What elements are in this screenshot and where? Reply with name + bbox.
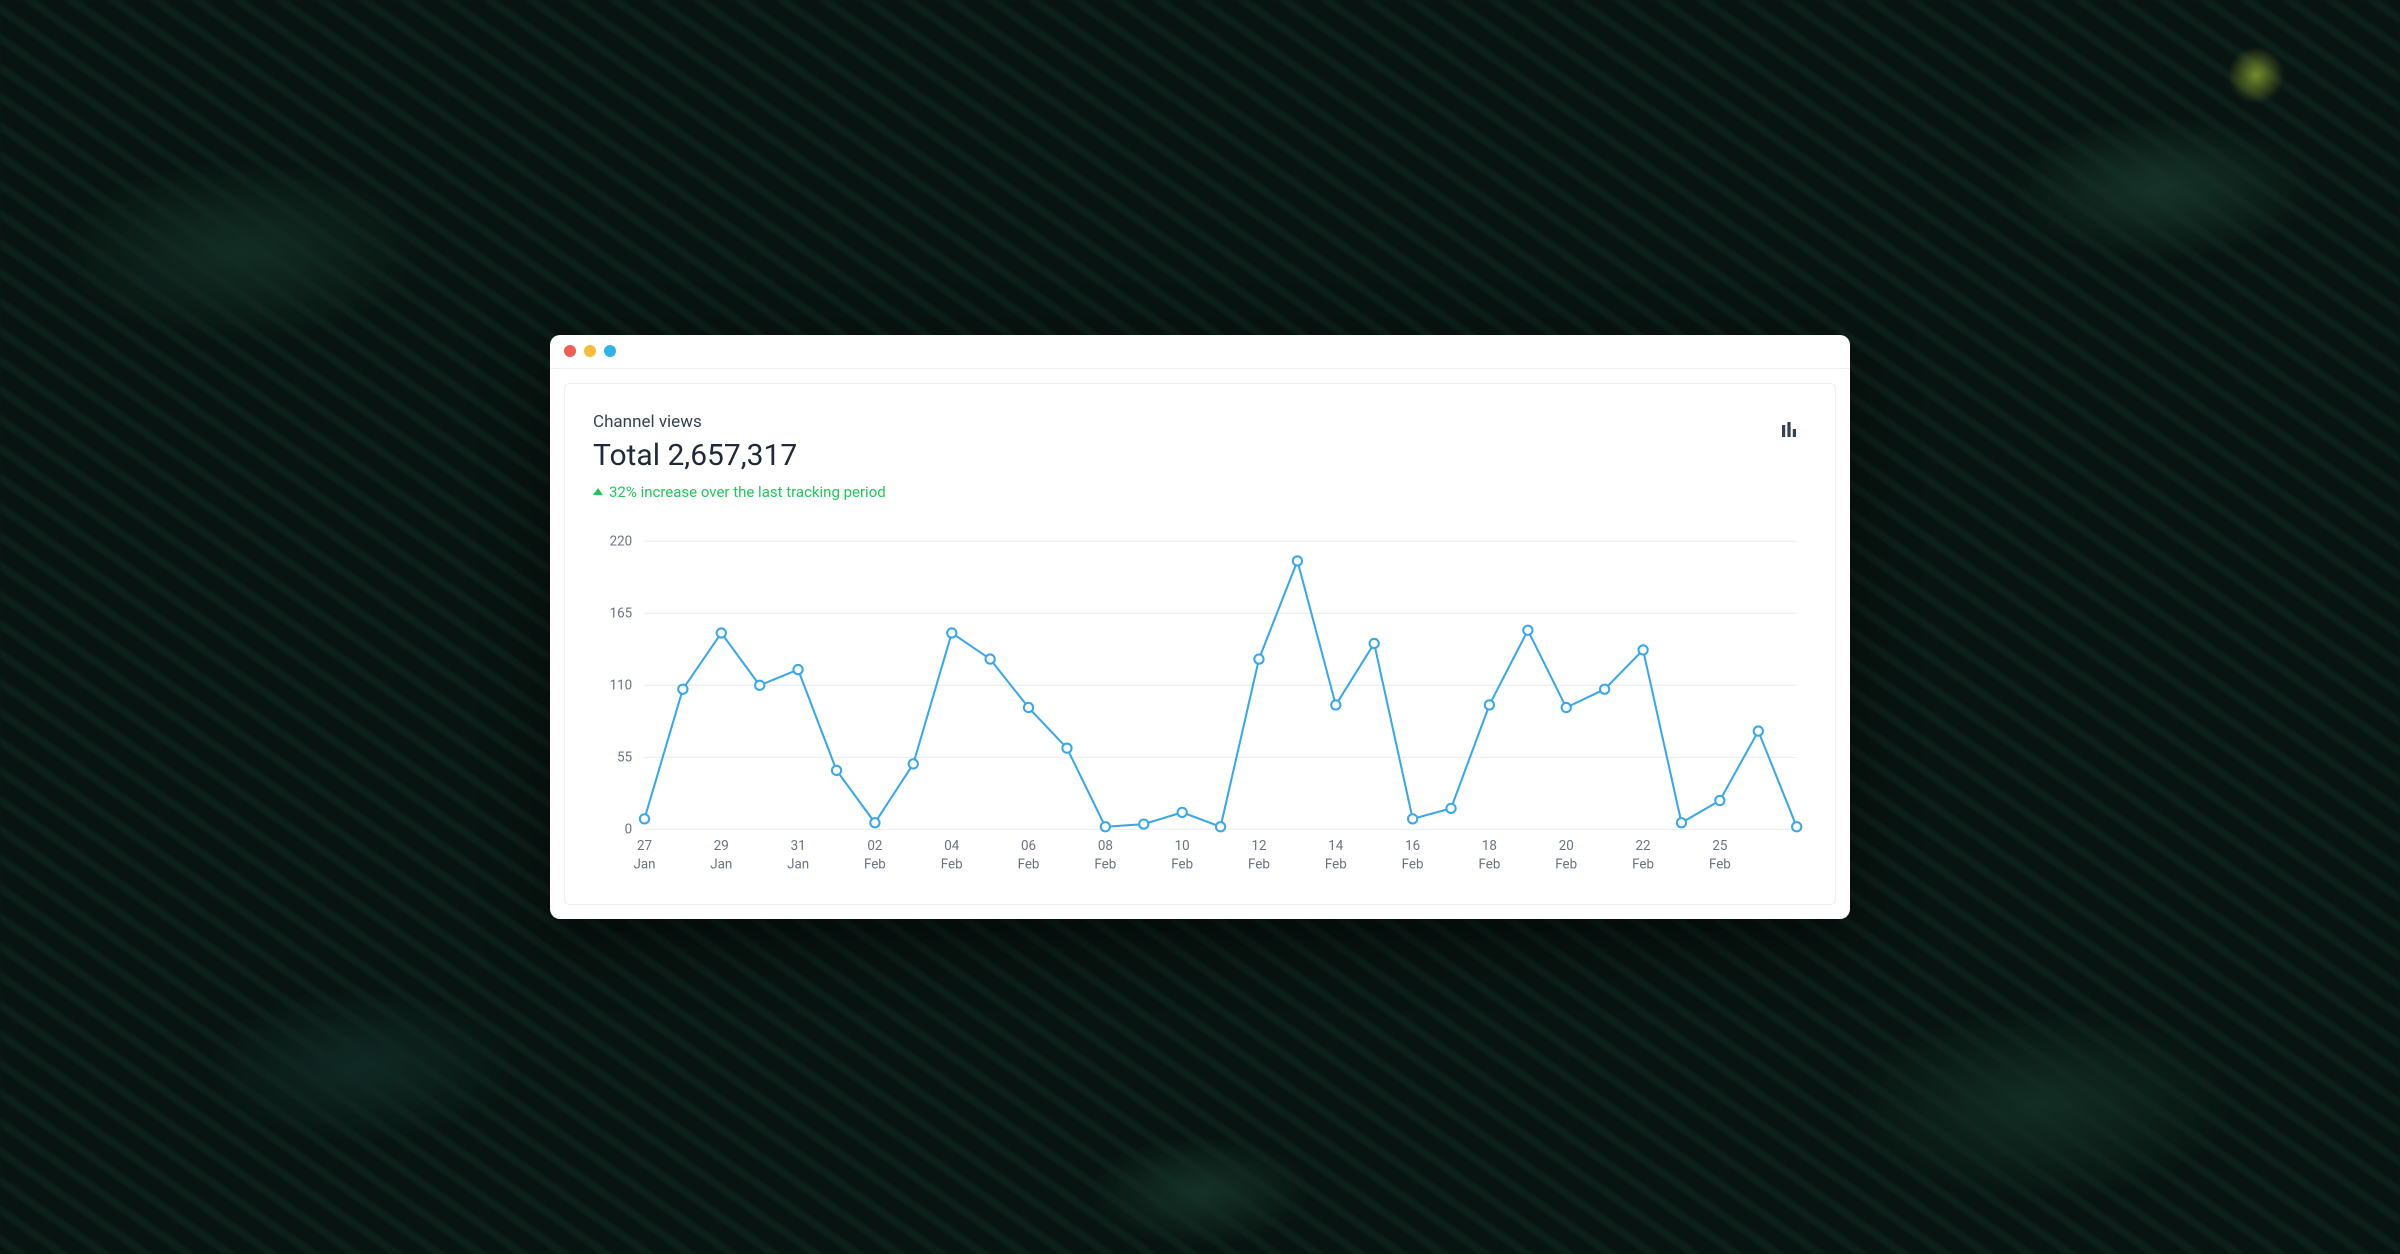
metric-total-value: 2,657,317: [667, 438, 797, 473]
data-point-marker[interactable]: [717, 628, 726, 637]
bar-chart-icon: [1779, 420, 1799, 440]
x-axis-tick-label: 16: [1405, 839, 1420, 854]
trend-text: 32% increase over the last tracking peri…: [609, 483, 886, 501]
card-header: Channel views Total 2,657,317 32% increa…: [593, 412, 1807, 501]
x-axis-tick-label: 06: [1021, 839, 1036, 854]
x-axis-tick-label: 18: [1482, 839, 1497, 854]
data-point-marker[interactable]: [1254, 654, 1263, 663]
chart-container: 0 55 110 165 220 27 Jan 29 Jan 31 Jan 02 Feb 04 Feb 06 F…: [593, 531, 1807, 881]
y-axis-tick-label: 220: [610, 534, 633, 549]
x-axis-tick-label: 20: [1559, 839, 1574, 854]
data-point-marker[interactable]: [1139, 819, 1148, 828]
x-axis-tick-label: Feb: [1709, 857, 1731, 872]
x-axis-tick-label: 31: [791, 839, 806, 854]
x-axis-tick-label: Feb: [1555, 857, 1577, 872]
data-point-marker[interactable]: [986, 654, 995, 663]
x-axis-tick-label: Jan: [710, 857, 732, 872]
x-axis-tick-label: Feb: [1171, 857, 1193, 872]
data-point-marker[interactable]: [678, 684, 687, 693]
data-point-marker[interactable]: [1792, 822, 1801, 831]
data-point-marker[interactable]: [1331, 700, 1340, 709]
window-maximize-dot[interactable]: [604, 345, 616, 357]
series-line: [644, 561, 1796, 827]
data-point-marker[interactable]: [947, 628, 956, 637]
trend-row: 32% increase over the last tracking peri…: [593, 483, 886, 501]
x-axis-tick-label: Feb: [1479, 857, 1501, 872]
data-point-marker[interactable]: [909, 759, 918, 768]
data-point-marker[interactable]: [1715, 796, 1724, 805]
y-axis-tick-label: 110: [610, 678, 633, 693]
data-point-marker[interactable]: [1101, 822, 1110, 831]
window-titlebar: [550, 335, 1850, 369]
x-axis-tick-label: Feb: [1094, 857, 1116, 872]
data-point-marker[interactable]: [1446, 803, 1455, 812]
data-point-marker[interactable]: [1600, 684, 1609, 693]
data-point-marker[interactable]: [1485, 700, 1494, 709]
data-point-marker[interactable]: [640, 814, 649, 823]
data-point-marker[interactable]: [1677, 818, 1686, 827]
data-point-marker[interactable]: [1523, 625, 1532, 634]
x-axis-tick-label: Feb: [1018, 857, 1040, 872]
data-point-marker[interactable]: [1293, 556, 1302, 565]
metric-total-prefix: Total: [593, 438, 667, 473]
metric-card: Channel views Total 2,657,317 32% increa…: [564, 383, 1836, 906]
x-axis-tick-label: Jan: [787, 857, 809, 872]
x-axis-tick-label: 14: [1328, 839, 1344, 854]
x-axis-tick-label: Feb: [1325, 857, 1347, 872]
data-point-marker[interactable]: [1024, 703, 1033, 712]
x-axis-tick-label: 12: [1251, 839, 1267, 854]
x-axis-tick-label: Feb: [941, 857, 963, 872]
data-point-marker[interactable]: [870, 818, 879, 827]
data-point-marker[interactable]: [755, 680, 764, 689]
y-axis-tick-label: 55: [617, 750, 632, 765]
data-point-marker[interactable]: [832, 765, 841, 774]
data-point-marker[interactable]: [1754, 726, 1763, 735]
x-axis-tick-label: 29: [714, 839, 729, 854]
data-point-marker[interactable]: [1370, 638, 1379, 647]
browser-window: Channel views Total 2,657,317 32% increa…: [550, 335, 1850, 920]
line-chart: 0 55 110 165 220 27 Jan 29 Jan 31 Jan 02 Feb 04 Feb 06 F…: [593, 531, 1807, 881]
data-point-marker[interactable]: [1216, 822, 1225, 831]
x-axis-tick-label: Feb: [1248, 857, 1270, 872]
caret-up-icon: [593, 488, 603, 495]
x-axis-tick-label: 02: [867, 839, 883, 854]
y-axis-tick-label: 165: [610, 606, 633, 621]
x-axis-tick-label: 10: [1175, 839, 1190, 854]
x-axis-tick-label: Feb: [1632, 857, 1654, 872]
data-point-marker[interactable]: [793, 665, 802, 674]
x-axis-tick-label: 27: [637, 839, 652, 854]
chart-type-button[interactable]: [1771, 412, 1807, 448]
x-axis-tick-label: 22: [1636, 839, 1652, 854]
data-point-marker[interactable]: [1408, 814, 1417, 823]
metric-total: Total 2,657,317: [593, 438, 886, 473]
x-axis-tick-label: Feb: [1402, 857, 1424, 872]
x-axis-tick-label: Feb: [864, 857, 886, 872]
data-point-marker[interactable]: [1178, 807, 1187, 816]
data-point-marker[interactable]: [1562, 703, 1571, 712]
data-point-marker[interactable]: [1638, 645, 1647, 654]
title-block: Channel views Total 2,657,317 32% increa…: [593, 412, 886, 501]
data-point-marker[interactable]: [1062, 743, 1071, 752]
x-axis-tick-label: 08: [1098, 839, 1113, 854]
y-axis-tick-label: 0: [625, 822, 633, 837]
metric-label: Channel views: [593, 412, 886, 432]
x-axis-tick-label: Jan: [633, 857, 655, 872]
window-minimize-dot[interactable]: [584, 345, 596, 357]
window-close-dot[interactable]: [564, 345, 576, 357]
x-axis-tick-label: 04: [944, 839, 960, 854]
x-axis-tick-label: 25: [1712, 839, 1727, 854]
